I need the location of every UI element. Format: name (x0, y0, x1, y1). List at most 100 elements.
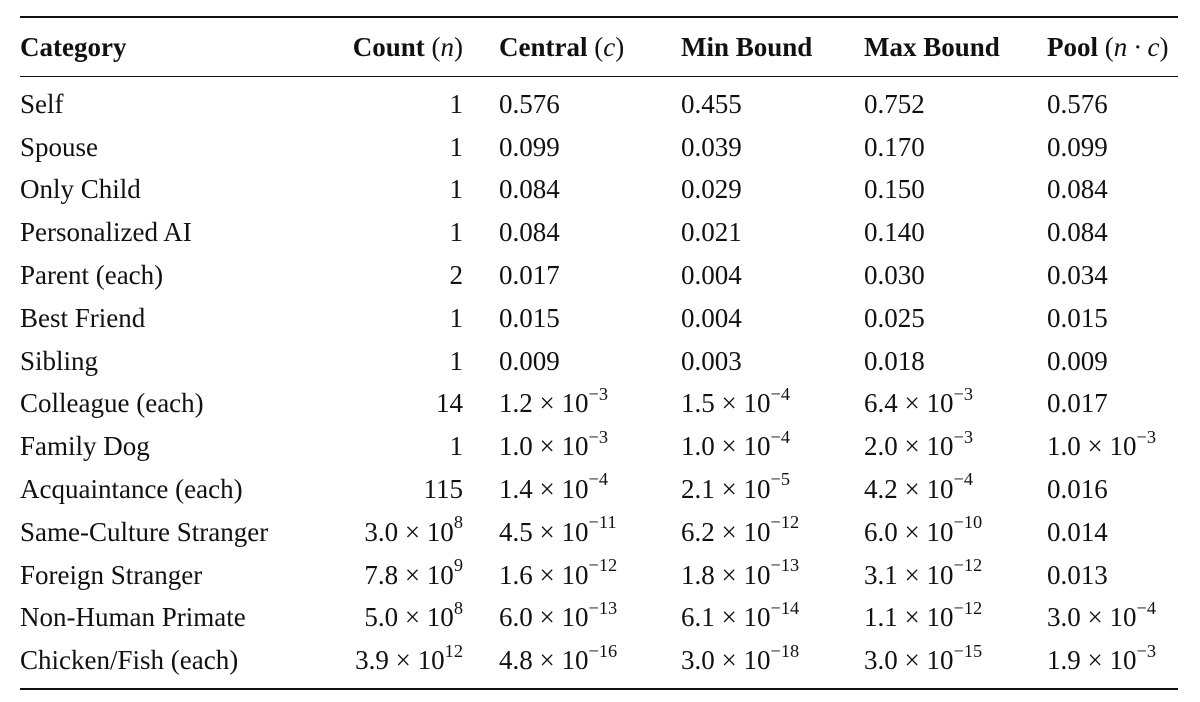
value-mantissa: 115 (423, 474, 464, 505)
cell-max-bound: 0.170 (864, 126, 1047, 169)
value-exponent: −11 (588, 512, 617, 533)
header-pool: Pool (n · c) (1047, 31, 1169, 62)
value-mantissa: 0.576 (1047, 88, 1108, 119)
value-mantissa: 0.004 (681, 260, 742, 291)
value-mantissa: 3.0 × 10 (864, 645, 954, 676)
cell-count: 115 (322, 468, 475, 511)
cell-count: 1 (322, 297, 475, 340)
cell-count: 1 (322, 211, 475, 254)
value-mantissa: 3.0 × 10 (1047, 602, 1137, 633)
cell-count: 5.0 × 108 (322, 597, 475, 640)
cell-min-bound: 1.8 × 10−13 (681, 554, 864, 597)
cell-central: 6.0 × 10−13 (475, 597, 681, 640)
value-mantissa: 5.0 × 10 (364, 602, 454, 633)
cell-central: 0.576 (475, 77, 681, 126)
value-mantissa: 0.004 (681, 302, 742, 333)
value-mantissa: 2.1 × 10 (681, 474, 771, 505)
value-mantissa: 1.8 × 10 (681, 559, 771, 590)
table-row: Non-Human Primate 5.0 × 108 6.0 × 10−13 6.1… (20, 597, 1178, 640)
cell-min-bound: 0.021 (681, 211, 864, 254)
value-mantissa: 0.084 (499, 174, 560, 205)
value-exponent: −16 (588, 640, 618, 661)
header-central: Central (c) (499, 31, 625, 62)
value-exponent: −15 (953, 640, 983, 661)
cell-central: 1.2 × 10−3 (475, 383, 681, 426)
cell-count: 3.0 × 108 (322, 511, 475, 554)
value-mantissa: 4.8 × 10 (499, 645, 589, 676)
cell-pool: 0.014 (1047, 511, 1178, 554)
value-mantissa: 0.455 (681, 88, 742, 119)
value-exponent: 9 (453, 554, 463, 575)
cell-max-bound: 3.1 × 10−12 (864, 554, 1047, 597)
value-exponent: −3 (1136, 640, 1157, 661)
table-row: Family Dog 1 1.0 × 10−3 1.0 × 10−4 2.0 × 10−… (20, 425, 1178, 468)
value-exponent: −3 (1136, 426, 1157, 447)
value-mantissa: 0.015 (1047, 302, 1108, 333)
cell-pool: 0.034 (1047, 254, 1178, 297)
table-row: Only Child 1 0.084 0.029 0.150 0.084 (20, 169, 1178, 212)
value-mantissa: 1.2 × 10 (499, 388, 589, 419)
cell-max-bound: 0.150 (864, 169, 1047, 212)
value-mantissa: 0.084 (1047, 217, 1108, 248)
value-mantissa: 1 (449, 345, 464, 376)
value-mantissa: 0.150 (864, 174, 925, 205)
cell-min-bound: 0.004 (681, 254, 864, 297)
value-mantissa: 0.025 (864, 302, 925, 333)
table-row: Acquaintance (each) 115 1.4 × 10−4 2.1 × 10… (20, 468, 1178, 511)
value-mantissa: 1.5 × 10 (681, 388, 771, 419)
cell-min-bound: 6.1 × 10−14 (681, 597, 864, 640)
header-rule (20, 76, 1178, 77)
table-row: Foreign Stranger 7.8 × 109 1.6 × 10−12 1.8 … (20, 554, 1178, 597)
value-exponent: −3 (588, 426, 609, 447)
cell-max-bound: 2.0 × 10−3 (864, 425, 1047, 468)
cell-category: Same-Culture Stranger (20, 516, 269, 547)
value-exponent: −4 (770, 383, 791, 404)
value-mantissa: 1.6 × 10 (499, 559, 589, 590)
value-mantissa: 0.034 (1047, 260, 1108, 291)
cell-central: 0.099 (475, 126, 681, 169)
table-row: Chicken/Fish (each) 3.9 × 1012 4.8 × 10−16… (20, 639, 1178, 682)
cell-count: 2 (322, 254, 475, 297)
value-mantissa: 0.170 (864, 131, 925, 162)
header-row: Category Count (n) Central (c) Min Bound… (20, 18, 1178, 76)
value-mantissa: 1.0 × 10 (499, 431, 589, 462)
cell-count: 1 (322, 169, 475, 212)
cell-min-bound: 1.0 × 10−4 (681, 425, 864, 468)
cell-min-bound: 0.039 (681, 126, 864, 169)
value-exponent: −3 (953, 426, 974, 447)
cell-central: 1.0 × 10−3 (475, 425, 681, 468)
value-mantissa: 3.9 × 10 (355, 645, 445, 676)
cell-central: 1.4 × 10−4 (475, 468, 681, 511)
cell-count: 7.8 × 109 (322, 554, 475, 597)
value-mantissa: 0.014 (1047, 516, 1108, 547)
value-mantissa: 6.4 × 10 (864, 388, 954, 419)
table-row: Self 1 0.576 0.455 0.752 0.576 (20, 77, 1178, 126)
value-mantissa: 1.9 × 10 (1047, 645, 1137, 676)
cell-count: 1 (322, 340, 475, 383)
cell-category: Spouse (20, 131, 99, 162)
cell-central: 0.015 (475, 297, 681, 340)
value-exponent: −13 (588, 597, 618, 618)
value-mantissa: 0.030 (864, 260, 925, 291)
value-mantissa: 6.2 × 10 (681, 516, 771, 547)
value-mantissa: 0.021 (681, 217, 742, 248)
value-mantissa: 0.018 (864, 345, 925, 376)
value-mantissa: 0.009 (499, 345, 560, 376)
cell-central: 0.017 (475, 254, 681, 297)
cell-count: 3.9 × 1012 (322, 639, 475, 682)
cell-category: Acquaintance (each) (20, 474, 243, 505)
value-exponent: −12 (953, 597, 983, 618)
value-mantissa: 3.0 × 10 (364, 516, 454, 547)
cell-min-bound: 0.004 (681, 297, 864, 340)
cell-category: Only Child (20, 174, 141, 205)
cell-pool: 1.9 × 10−3 (1047, 639, 1178, 682)
value-mantissa: 2.0 × 10 (864, 431, 954, 462)
cell-max-bound: 0.030 (864, 254, 1047, 297)
value-mantissa: 1.4 × 10 (499, 474, 589, 505)
cell-pool: 0.099 (1047, 126, 1178, 169)
value-exponent: −3 (953, 383, 974, 404)
table-row: Same-Culture Stranger 3.0 × 108 4.5 × 10−1… (20, 511, 1178, 554)
table-row: Parent (each) 2 0.017 0.004 0.030 0.034 (20, 254, 1178, 297)
cell-category: Personalized AI (20, 217, 192, 248)
value-mantissa: 1 (449, 431, 464, 462)
